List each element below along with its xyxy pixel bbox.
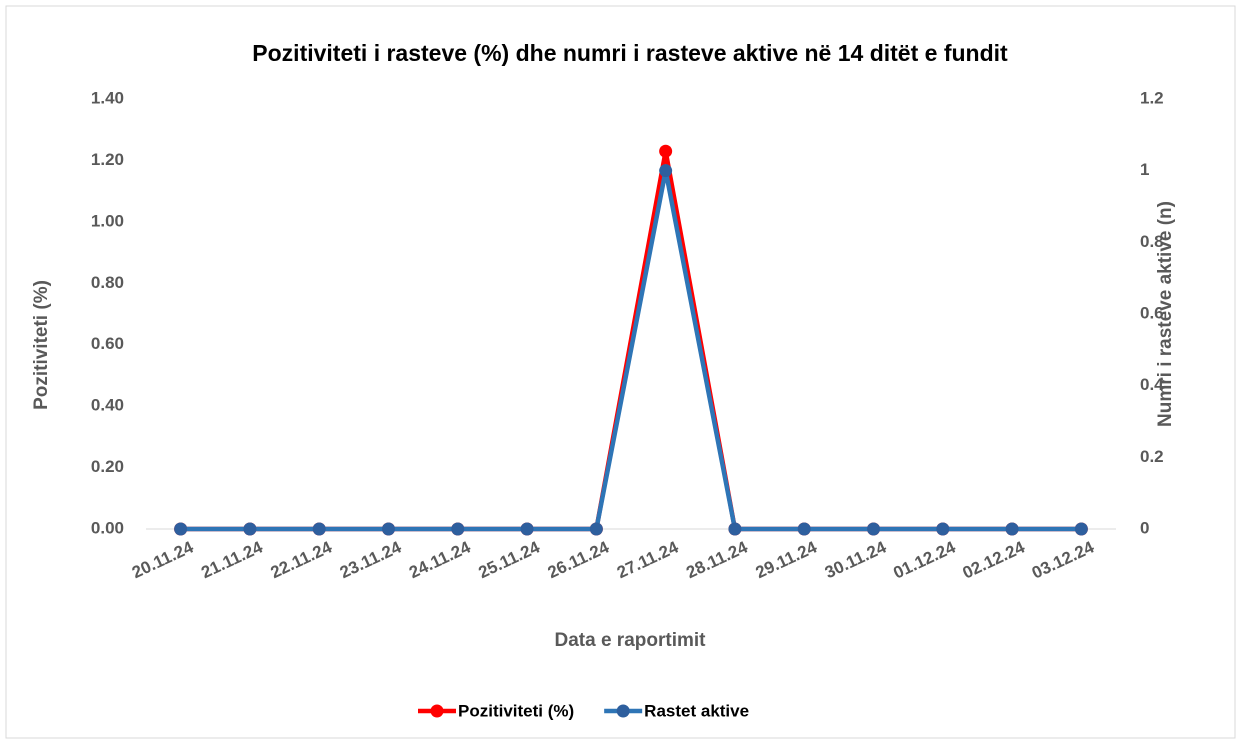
legend-label: Pozitiviteti (%) xyxy=(458,701,574,720)
series-marker xyxy=(520,522,534,536)
series-line xyxy=(180,168,1082,532)
series-marker xyxy=(243,522,257,536)
y2-tick-label: 0.8 xyxy=(1140,232,1164,251)
chart-border xyxy=(5,5,1236,739)
y-tick-label: 1.00 xyxy=(91,211,124,230)
y2-tick-label: 0.6 xyxy=(1140,303,1164,322)
y-axis-title: Pozitiviteti (%) xyxy=(31,280,52,410)
legend-marker xyxy=(430,704,444,718)
series-marker xyxy=(1005,522,1019,536)
y2-tick-label: 0.4 xyxy=(1140,375,1164,394)
legend-label: Rastet aktive xyxy=(644,701,749,720)
y2-tick-label: 0.2 xyxy=(1140,447,1164,466)
series-marker xyxy=(312,522,326,536)
series-marker xyxy=(1074,522,1088,536)
series-marker xyxy=(867,522,880,536)
y2-tick-label: 1.2 xyxy=(1140,88,1164,107)
series-marker xyxy=(936,522,950,536)
y-tick-label: 1.40 xyxy=(91,88,124,107)
y-tick-label: 0.60 xyxy=(91,334,124,353)
y2-tick-label: 1 xyxy=(1140,160,1149,179)
series-marker xyxy=(659,164,673,178)
series-marker xyxy=(451,522,465,536)
series-marker xyxy=(728,522,742,536)
y-tick-label: 0.20 xyxy=(91,457,124,476)
y-tick-label: 1.20 xyxy=(91,150,124,169)
y-tick-label: 0.00 xyxy=(91,518,124,537)
series-marker xyxy=(659,144,673,158)
series-marker xyxy=(382,522,395,536)
series-marker xyxy=(589,522,603,536)
legend-marker xyxy=(616,704,630,718)
x-axis-title: Data e raportimit xyxy=(555,630,707,651)
series-marker xyxy=(174,522,188,536)
series-marker xyxy=(797,522,811,536)
y2-axis-title: Numri i rasteve aktive (n) xyxy=(1155,201,1176,427)
y-tick-label: 0.40 xyxy=(91,396,124,415)
y-tick-label: 0.80 xyxy=(91,273,124,292)
chart-title: Pozitiviteti i rasteve (%) dhe numri i r… xyxy=(252,40,1008,66)
y2-tick-label: 0 xyxy=(1140,518,1149,537)
